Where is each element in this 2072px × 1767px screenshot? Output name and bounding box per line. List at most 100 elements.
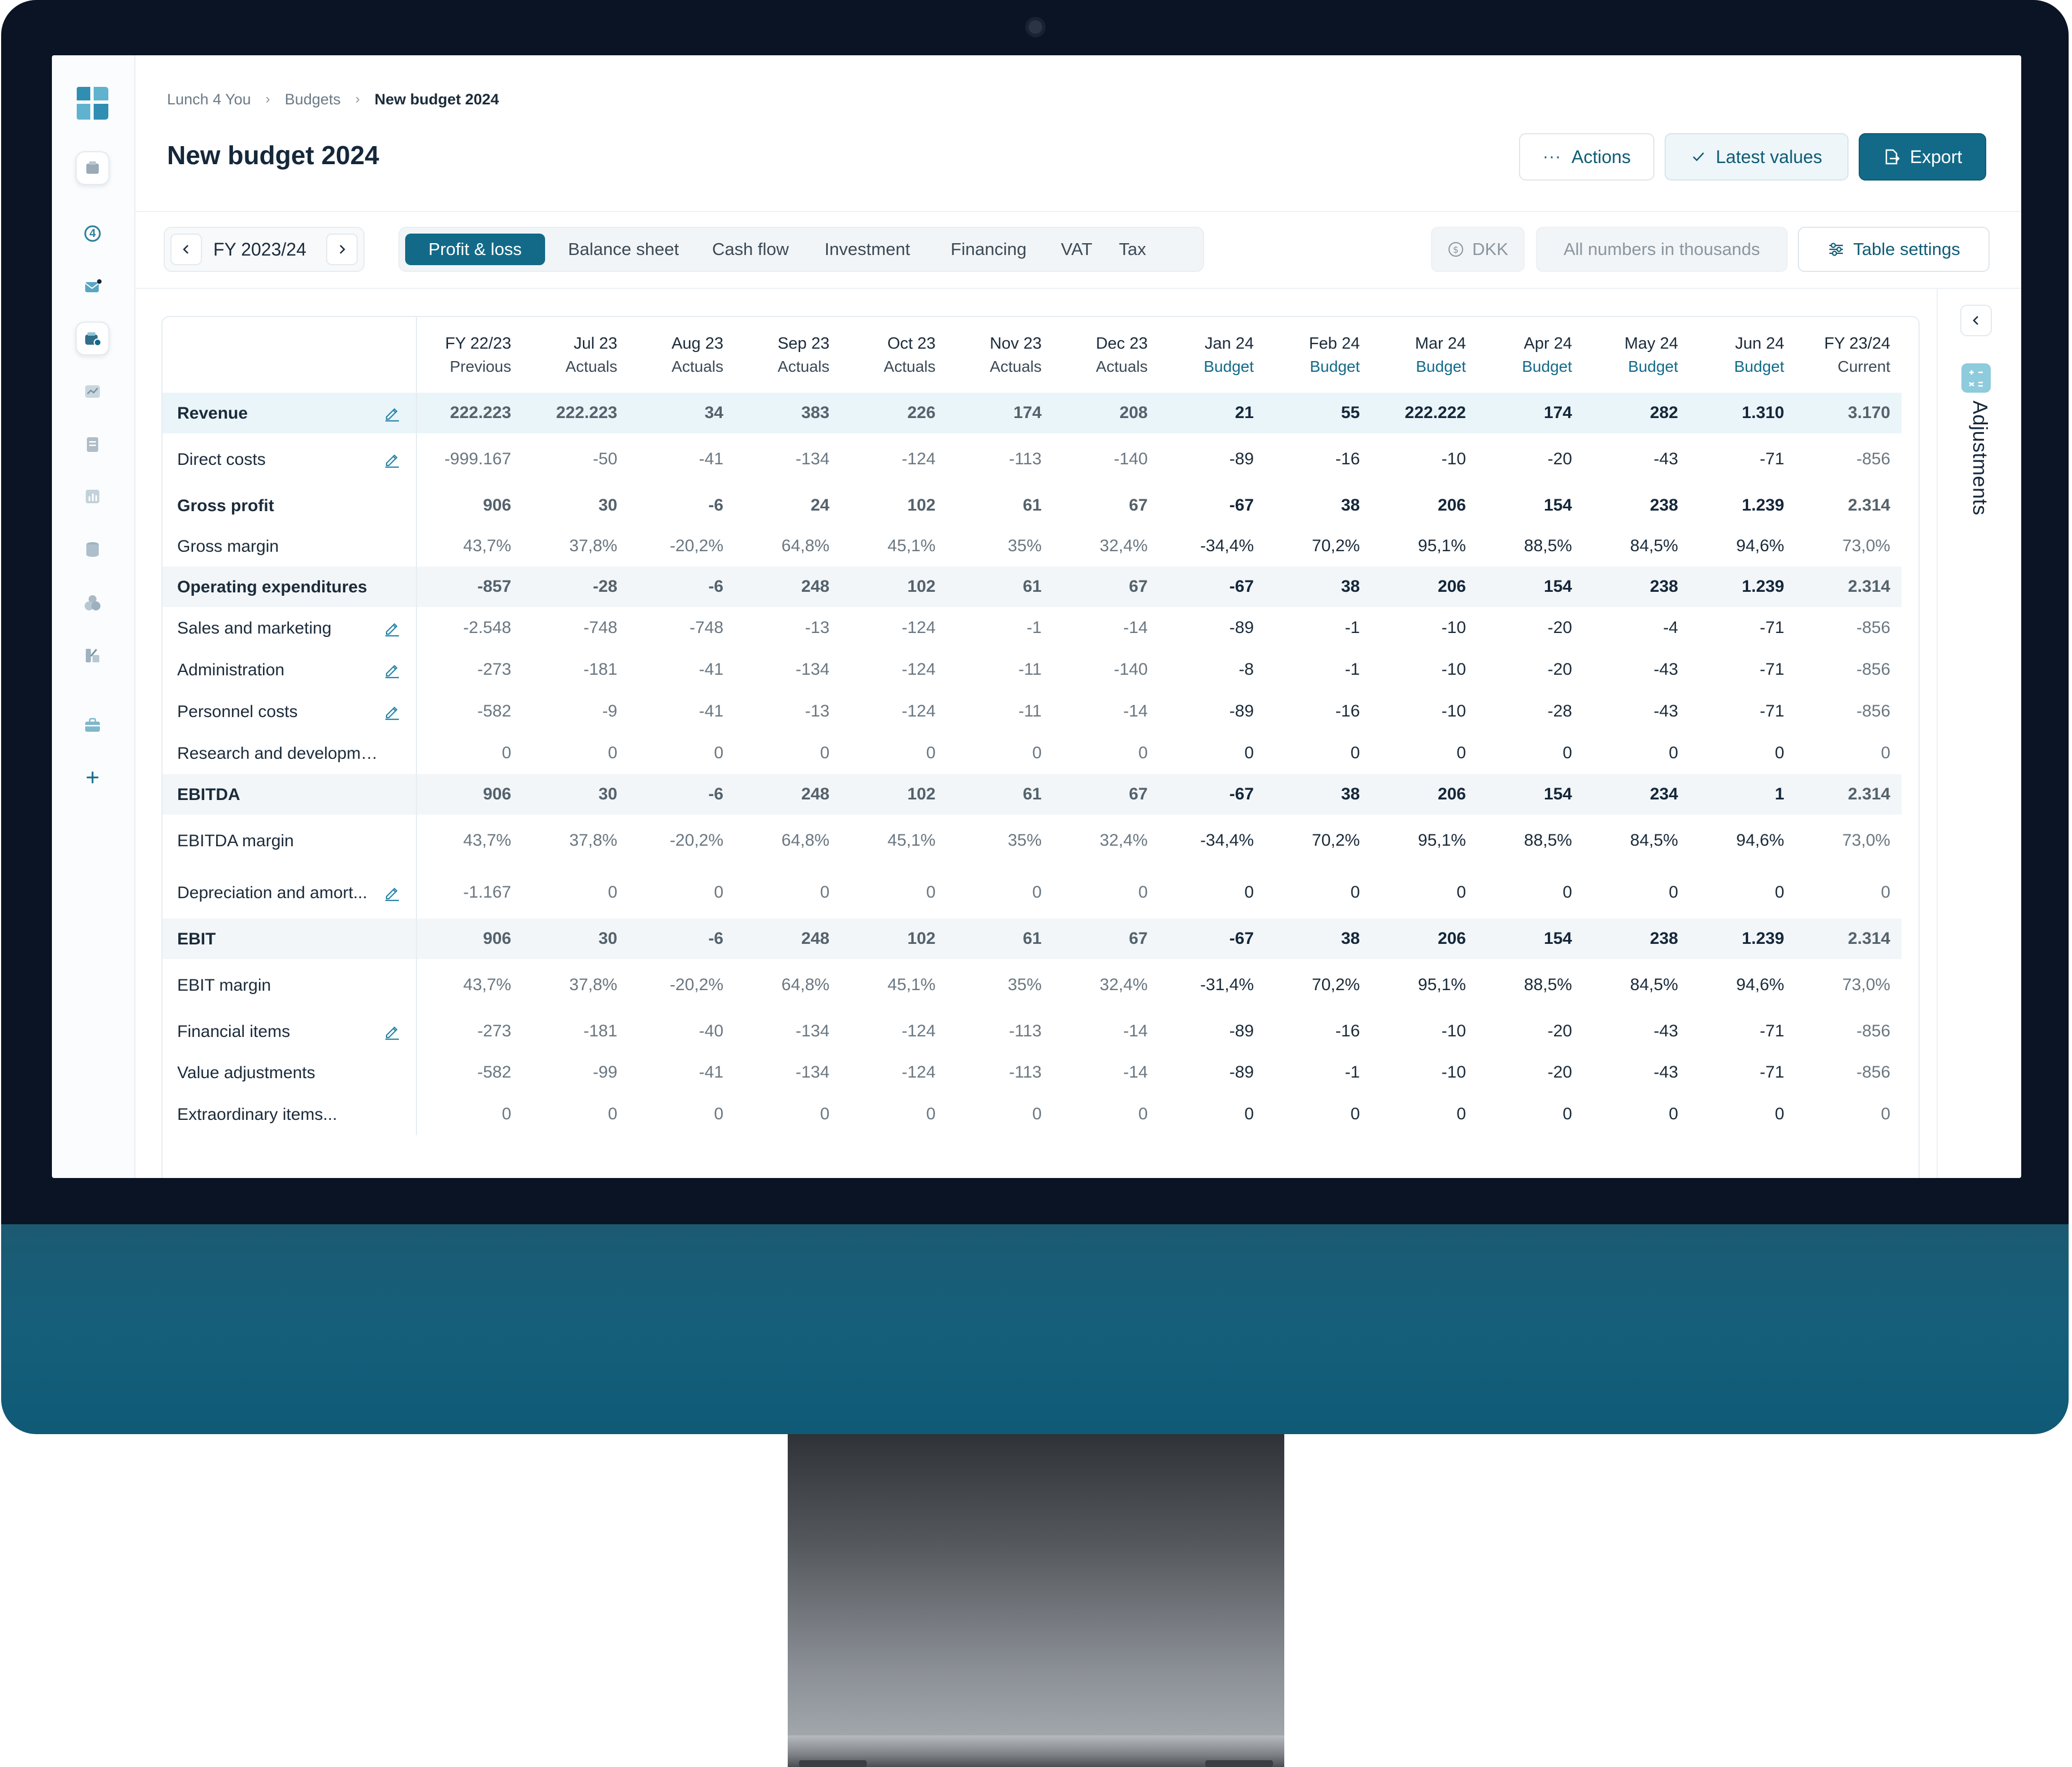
- company-icon[interactable]: [76, 151, 109, 185]
- table-cell[interactable]: -67: [1229, 496, 1254, 515]
- briefcase-icon[interactable]: [76, 709, 109, 742]
- table-cell[interactable]: -31,4%: [1200, 975, 1254, 994]
- table-cell[interactable]: -1: [1345, 660, 1360, 679]
- table-cell[interactable]: -43: [1653, 450, 1678, 468]
- table-cell[interactable]: 0: [1244, 744, 1254, 762]
- integrations-icon[interactable]: [76, 639, 109, 672]
- table-cell[interactable]: 95,1%: [1417, 975, 1466, 994]
- table-cell[interactable]: -67: [1159, 918, 1265, 959]
- table-cell[interactable]: -89: [1229, 618, 1254, 637]
- table-cell[interactable]: -34,4%: [1200, 537, 1254, 555]
- table-cell[interactable]: 88,5%: [1524, 831, 1572, 850]
- tab-investment[interactable]: Investment: [824, 239, 910, 259]
- table-cell[interactable]: 154: [1477, 566, 1583, 607]
- breadcrumb-item-budgets[interactable]: Budgets: [284, 90, 341, 108]
- table-cell[interactable]: 0: [1562, 744, 1572, 762]
- table-cell[interactable]: 88,5%: [1524, 975, 1572, 994]
- table-cell[interactable]: -4: [1663, 618, 1678, 637]
- table-cell[interactable]: 0: [1562, 883, 1572, 902]
- table-cell[interactable]: -71: [1759, 618, 1784, 637]
- table-cell[interactable]: 0: [1350, 744, 1360, 762]
- table-cell[interactable]: 234: [1583, 774, 1689, 815]
- database-icon[interactable]: [76, 533, 109, 566]
- table-cell[interactable]: -20: [1547, 1022, 1572, 1040]
- table-cell[interactable]: -43: [1653, 1022, 1678, 1040]
- table-cell[interactable]: -43: [1653, 1063, 1678, 1082]
- table-cell[interactable]: 238: [1649, 496, 1678, 515]
- adjustments-label[interactable]: Adjustments: [1969, 401, 1992, 516]
- table-cell[interactable]: -16: [1335, 1022, 1360, 1040]
- table-cell[interactable]: 94,6%: [1736, 537, 1784, 555]
- currency-selector[interactable]: $ DKK: [1431, 227, 1525, 272]
- table-cell[interactable]: 38: [1341, 496, 1360, 515]
- table-cell[interactable]: 0: [1456, 1105, 1466, 1123]
- table-cell[interactable]: 88,5%: [1524, 537, 1572, 555]
- table-cell[interactable]: 0: [1456, 744, 1466, 762]
- table-cell[interactable]: 0: [1562, 1105, 1572, 1123]
- table-cell[interactable]: 238: [1583, 566, 1689, 607]
- table-cell[interactable]: 0: [1669, 1105, 1678, 1123]
- table-cell[interactable]: 282: [1583, 393, 1689, 433]
- table-cell[interactable]: 0: [1350, 883, 1360, 902]
- table-cell[interactable]: -20: [1547, 450, 1572, 468]
- table-cell[interactable]: -10: [1441, 1022, 1466, 1040]
- table-cell[interactable]: 84,5%: [1630, 975, 1678, 994]
- table-cell[interactable]: -89: [1229, 1022, 1254, 1040]
- edit-pencil-icon[interactable]: [382, 702, 401, 721]
- table-cell[interactable]: -1: [1345, 1063, 1360, 1082]
- report-chart-icon[interactable]: [76, 480, 109, 513]
- table-cell[interactable]: 1.239: [1689, 566, 1796, 607]
- tab-profit-loss[interactable]: Profit & loss: [405, 234, 545, 265]
- table-cell[interactable]: 0: [1669, 744, 1678, 762]
- table-cell[interactable]: 70,2%: [1311, 537, 1360, 555]
- export-button[interactable]: Export: [1859, 133, 1986, 181]
- table-cell[interactable]: 70,2%: [1311, 975, 1360, 994]
- table-cell[interactable]: 206: [1371, 566, 1477, 607]
- trend-icon[interactable]: [76, 375, 109, 408]
- table-cell[interactable]: -89: [1229, 450, 1254, 468]
- edit-pencil-icon[interactable]: [382, 450, 401, 469]
- budget-icon[interactable]: [76, 322, 109, 355]
- table-cell[interactable]: 206: [1437, 496, 1466, 515]
- table-cell[interactable]: -10: [1441, 660, 1466, 679]
- actions-button[interactable]: ··· Actions: [1519, 133, 1654, 181]
- table-cell[interactable]: -16: [1335, 702, 1360, 720]
- tab-cash-flow[interactable]: Cash flow: [712, 239, 789, 259]
- table-cell[interactable]: 38: [1265, 774, 1371, 815]
- previous-year-button[interactable]: [170, 234, 202, 265]
- table-cell[interactable]: -71: [1759, 450, 1784, 468]
- table-cell[interactable]: -10: [1441, 618, 1466, 637]
- table-cell[interactable]: -43: [1653, 660, 1678, 679]
- table-cell[interactable]: 0: [1456, 883, 1466, 902]
- table-cell[interactable]: -71: [1759, 660, 1784, 679]
- table-cell[interactable]: 38: [1265, 566, 1371, 607]
- table-cell[interactable]: 84,5%: [1630, 537, 1678, 555]
- table-cell[interactable]: 0: [1350, 1105, 1360, 1123]
- table-cell[interactable]: 154: [1477, 918, 1583, 959]
- table-cell[interactable]: -67: [1159, 774, 1265, 815]
- table-cell[interactable]: 206: [1371, 774, 1477, 815]
- edit-pencil-icon[interactable]: [382, 403, 401, 423]
- table-cell[interactable]: 84,5%: [1630, 831, 1678, 850]
- table-settings-button[interactable]: Table settings: [1798, 227, 1990, 272]
- tab-vat[interactable]: VAT: [1061, 239, 1092, 259]
- table-cell[interactable]: -20: [1547, 618, 1572, 637]
- table-cell[interactable]: -10: [1441, 1063, 1466, 1082]
- table-cell[interactable]: -89: [1229, 702, 1254, 720]
- table-cell[interactable]: 95,1%: [1417, 831, 1466, 850]
- table-cell[interactable]: 0: [1244, 1105, 1254, 1123]
- table-cell[interactable]: 1.310: [1689, 393, 1796, 433]
- table-cell[interactable]: -71: [1759, 1063, 1784, 1082]
- table-cell[interactable]: -20: [1547, 660, 1572, 679]
- table-cell[interactable]: 0: [1669, 883, 1678, 902]
- table-cell[interactable]: 70,2%: [1311, 831, 1360, 850]
- table-cell[interactable]: 1.239: [1741, 496, 1784, 515]
- tab-balance-sheet[interactable]: Balance sheet: [568, 239, 679, 259]
- edit-pencil-icon[interactable]: [382, 660, 401, 679]
- table-cell[interactable]: 0: [1775, 1105, 1784, 1123]
- edit-pencil-icon[interactable]: [382, 883, 401, 902]
- table-cell[interactable]: -28: [1547, 702, 1572, 720]
- next-year-button[interactable]: [326, 234, 358, 265]
- table-cell[interactable]: -8: [1239, 660, 1254, 679]
- table-cell[interactable]: 154: [1477, 774, 1583, 815]
